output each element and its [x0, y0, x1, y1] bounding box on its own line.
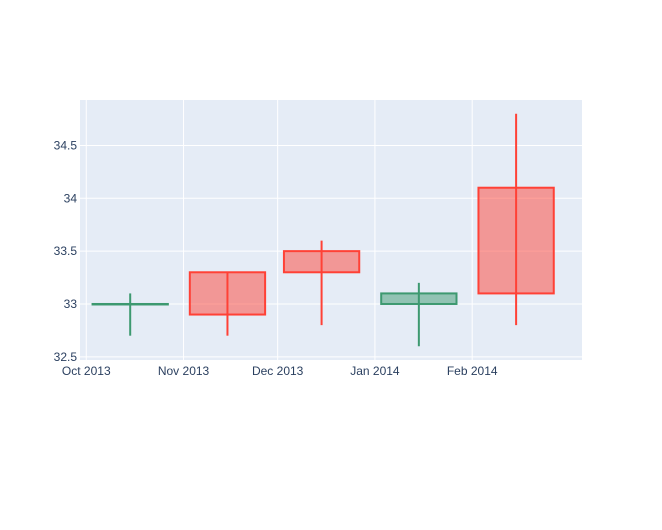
candle-body — [91, 302, 169, 306]
y-tick-label: 34 — [64, 191, 78, 205]
y-tick-label: 34.5 — [54, 138, 78, 152]
x-tick-label: Dec 2013 — [252, 364, 304, 378]
candles-layer — [91, 113, 555, 347]
candle-body — [477, 186, 555, 295]
x-tick-label: Oct 2013 — [62, 364, 111, 378]
x-tick-label: Jan 2014 — [350, 364, 400, 378]
x-tick-label: Feb 2014 — [447, 364, 498, 378]
x-tick-label: Nov 2013 — [158, 364, 210, 378]
x-axis: Oct 2013 Nov 2013 Dec 2013 Jan 2014 Feb 2014 — [62, 364, 498, 378]
candle-body — [282, 250, 361, 274]
candle — [282, 240, 361, 326]
y-tick-label: 33 — [64, 297, 78, 311]
candle — [380, 282, 458, 347]
y-tick-label: 32.5 — [54, 350, 78, 364]
candle — [477, 113, 555, 326]
candle — [91, 293, 169, 336]
candle-body — [188, 271, 267, 316]
y-tick-label: 33.5 — [54, 244, 78, 258]
y-axis: 32.5 33 33.5 34 34.5 — [54, 138, 78, 363]
candle-body — [380, 292, 458, 305]
candle — [188, 271, 267, 336]
